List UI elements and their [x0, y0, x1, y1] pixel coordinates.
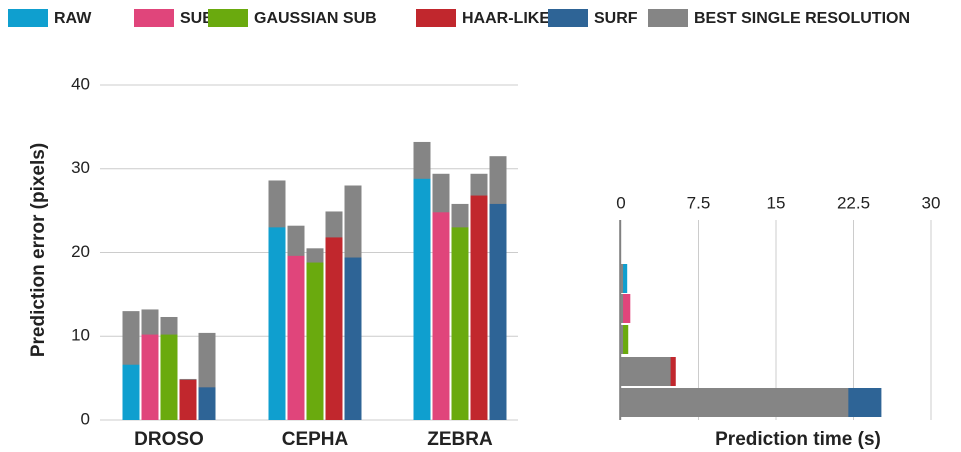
x-tick-label: ZEBRA: [427, 429, 493, 450]
legend-label: SUB: [180, 10, 214, 27]
legend-label: GAUSSIAN SUB: [254, 10, 377, 27]
y-tick-label: 10: [71, 326, 90, 345]
bar: [179, 379, 197, 420]
legend-label: BEST SINGLE RESOLUTION: [694, 10, 910, 27]
bar: [621, 294, 631, 323]
best-bar: [621, 357, 671, 386]
legend-swatch: [416, 9, 456, 27]
legend-swatch: [8, 9, 48, 27]
bar: [122, 364, 140, 420]
x-tick-label: 15: [767, 193, 786, 212]
bar: [621, 325, 629, 354]
best-bar: [621, 325, 624, 354]
bar: [621, 264, 628, 293]
legend-swatch: [208, 9, 248, 27]
bar: [325, 237, 343, 420]
bar: [141, 334, 159, 420]
bar: [198, 387, 216, 420]
y-tick-label: 30: [71, 158, 90, 177]
legend-label: SURF: [594, 10, 638, 27]
bar: [344, 257, 362, 420]
bar: [306, 262, 324, 420]
legend-swatch: [548, 9, 588, 27]
y-tick-label: 40: [71, 74, 90, 93]
best-bar: [621, 294, 624, 323]
x-tick-label: 22.5: [837, 193, 870, 212]
bar: [287, 255, 305, 420]
x-tick-label: 30: [922, 193, 941, 212]
x-axis-title: Prediction time (s): [715, 429, 881, 450]
x-tick-label: DROSO: [134, 429, 204, 450]
bar: [160, 334, 178, 420]
best-bar: [621, 388, 849, 417]
legend-swatch: [648, 9, 688, 27]
x-tick-label: CEPHA: [282, 429, 349, 450]
bar: [413, 178, 431, 420]
best-bar: [621, 264, 624, 293]
legend-label: RAW: [54, 10, 92, 27]
y-tick-label: 20: [71, 242, 90, 261]
bar: [451, 227, 469, 420]
bar: [489, 203, 507, 420]
x-tick-label: 0: [616, 193, 625, 212]
x-tick-label: 7.5: [687, 193, 711, 212]
bar: [268, 227, 286, 420]
y-axis-title: Prediction error (pixels): [28, 143, 49, 357]
bar: [470, 195, 488, 420]
legend-swatch: [134, 9, 174, 27]
legend-label: HAAR-LIKE: [462, 10, 550, 27]
bar: [432, 212, 450, 420]
y-tick-label: 0: [81, 409, 90, 428]
